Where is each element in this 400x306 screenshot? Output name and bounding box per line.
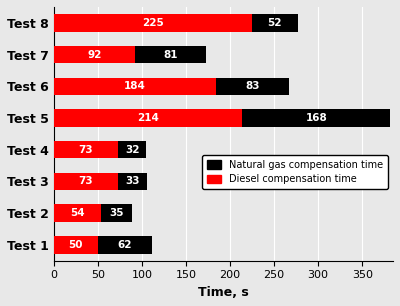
Bar <box>216 77 289 95</box>
Bar <box>101 204 132 222</box>
Text: 168: 168 <box>306 113 327 123</box>
Bar <box>54 204 101 222</box>
Text: 225: 225 <box>142 18 164 28</box>
Text: 33: 33 <box>125 177 140 186</box>
Legend: Natural gas compensation time, Diesel compensation time: Natural gas compensation time, Diesel co… <box>202 155 388 189</box>
Bar <box>54 46 135 63</box>
Text: 35: 35 <box>110 208 124 218</box>
Text: 214: 214 <box>137 113 159 123</box>
Bar <box>54 109 242 127</box>
Text: 54: 54 <box>70 208 85 218</box>
X-axis label: Time, s: Time, s <box>198 286 249 299</box>
Bar <box>54 14 252 32</box>
Text: 81: 81 <box>163 50 178 60</box>
Text: 92: 92 <box>87 50 102 60</box>
Text: 52: 52 <box>268 18 282 28</box>
Text: 50: 50 <box>68 240 83 250</box>
Bar <box>135 46 206 63</box>
Bar <box>118 141 146 159</box>
Text: 184: 184 <box>124 81 146 91</box>
Text: 62: 62 <box>118 240 132 250</box>
Bar <box>54 173 118 190</box>
Bar <box>54 236 98 254</box>
Bar <box>54 141 118 159</box>
Text: 83: 83 <box>245 81 260 91</box>
Bar <box>242 109 390 127</box>
Text: 32: 32 <box>125 145 139 155</box>
Text: 73: 73 <box>78 177 93 186</box>
Text: 73: 73 <box>78 145 93 155</box>
Bar <box>98 236 152 254</box>
Bar <box>252 14 298 32</box>
Bar <box>118 173 147 190</box>
Bar <box>54 77 216 95</box>
